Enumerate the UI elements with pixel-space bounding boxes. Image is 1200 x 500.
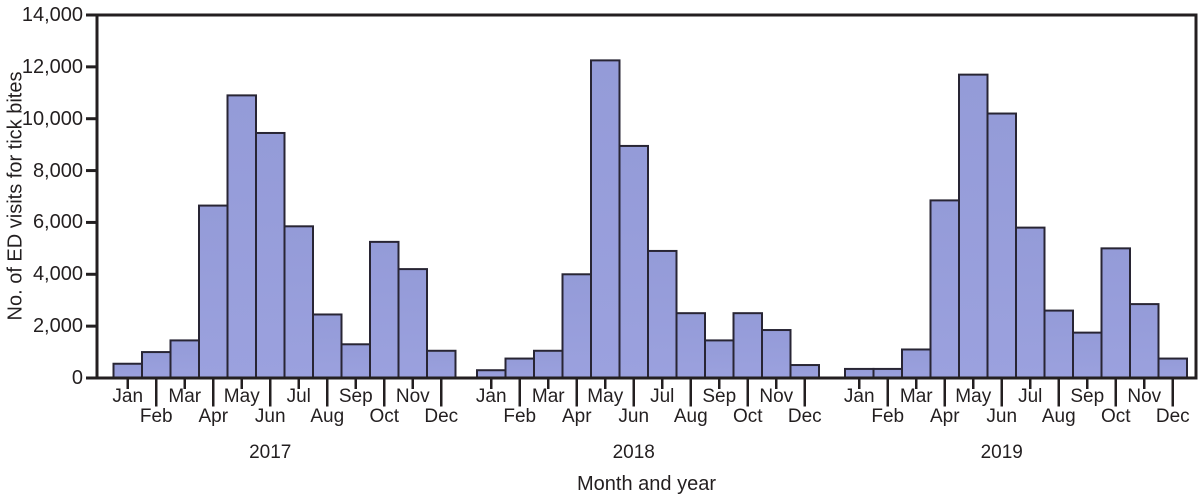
bar-2018-Apr xyxy=(561,273,592,379)
bar-2019-Jun xyxy=(986,112,1017,380)
y-tick-label: 0 xyxy=(71,367,83,389)
bar-2019-Aug xyxy=(1043,309,1074,380)
y-tick-label: 8,000 xyxy=(32,159,83,182)
bar-2018-Feb xyxy=(504,357,535,379)
bar-2018-May xyxy=(590,59,621,379)
bar-2017-Sep xyxy=(340,343,371,379)
y-tick-label: 2,000 xyxy=(32,315,83,338)
year-label: 2018 xyxy=(612,442,655,463)
month-label: Oct xyxy=(369,406,400,427)
month-label: Jan xyxy=(112,386,144,407)
bar-2018-Oct xyxy=(732,312,763,379)
bar-2017-Apr xyxy=(198,204,229,379)
month-label: May xyxy=(587,386,624,407)
bar-2017-Aug xyxy=(312,313,343,380)
bar-2019-Sep xyxy=(1072,331,1103,379)
y-tick-label: 14,000 xyxy=(21,4,83,26)
month-label: Dec xyxy=(1155,406,1190,427)
bar-2017-May xyxy=(226,94,257,379)
month-label: Jan xyxy=(843,386,875,407)
bar-2018-Jul xyxy=(647,249,678,379)
bar-2019-Apr xyxy=(929,199,960,379)
year-label: 2019 xyxy=(980,442,1023,463)
bar-2017-Mar xyxy=(169,339,200,379)
month-label: Nov xyxy=(1127,386,1162,407)
month-label: Feb xyxy=(139,406,173,427)
month-label: Aug xyxy=(1041,406,1076,427)
bar-2019-May xyxy=(958,73,989,379)
bar-2018-Jun xyxy=(618,144,649,379)
bar-2019-Dec xyxy=(1157,357,1188,379)
bar-2018-Aug xyxy=(675,312,706,379)
month-label: Jan xyxy=(475,386,507,407)
bar-2019-Jul xyxy=(1015,226,1046,379)
bar-2017-Jun xyxy=(255,131,286,379)
bar-2019-Oct xyxy=(1100,247,1131,379)
month-label: May xyxy=(223,386,260,407)
y-tick-label: 10,000 xyxy=(21,107,83,130)
y-tick-label: 4,000 xyxy=(32,263,83,286)
month-label: Sep xyxy=(338,386,373,407)
month-label: Dec xyxy=(787,406,822,427)
bar-2017-Nov xyxy=(397,268,428,380)
bar-2018-Sep xyxy=(704,339,735,379)
month-label: Nov xyxy=(759,386,794,407)
month-label: Mar xyxy=(168,386,202,407)
month-label: Jun xyxy=(618,406,650,427)
y-tick-label: 6,000 xyxy=(32,211,83,234)
month-label: Jul xyxy=(1018,386,1043,407)
bar-2018-Mar xyxy=(533,349,564,379)
month-label: May xyxy=(955,386,992,407)
month-label: Jun xyxy=(254,406,286,427)
month-label: Jul xyxy=(286,386,311,407)
bar-2017-Feb xyxy=(141,351,172,380)
month-label: Aug xyxy=(673,406,708,427)
year-label: 2017 xyxy=(249,442,292,463)
bar-2018-Dec xyxy=(789,364,820,379)
month-label: Aug xyxy=(310,406,345,427)
month-label: Apr xyxy=(929,406,960,427)
bar-2018-Nov xyxy=(761,329,792,379)
bar-2019-Nov xyxy=(1129,303,1160,380)
bar-2017-Dec xyxy=(426,349,457,379)
month-label: Jul xyxy=(650,386,675,407)
month-label: Dec xyxy=(424,406,459,427)
month-label: Feb xyxy=(503,406,537,427)
plot-frame xyxy=(95,13,1198,380)
bar-2017-Oct xyxy=(369,240,400,379)
month-label: Feb xyxy=(871,406,905,427)
y-tick-label: 12,000 xyxy=(21,55,83,78)
month-label: Sep xyxy=(702,386,737,407)
bar-2017-Jan xyxy=(112,362,143,380)
month-label: Jun xyxy=(986,406,1018,427)
bar-2017-Jul xyxy=(283,225,314,379)
month-label: Oct xyxy=(732,406,763,427)
bar-2019-Mar xyxy=(901,348,932,380)
month-label: Oct xyxy=(1100,406,1131,427)
month-label: Apr xyxy=(198,406,229,427)
month-label: Sep xyxy=(1070,386,1105,407)
month-label: Mar xyxy=(531,386,565,407)
month-label: Nov xyxy=(395,386,430,407)
x-axis-title: Month and year xyxy=(577,473,716,495)
month-label: Mar xyxy=(899,386,933,407)
month-label: Apr xyxy=(561,406,592,427)
